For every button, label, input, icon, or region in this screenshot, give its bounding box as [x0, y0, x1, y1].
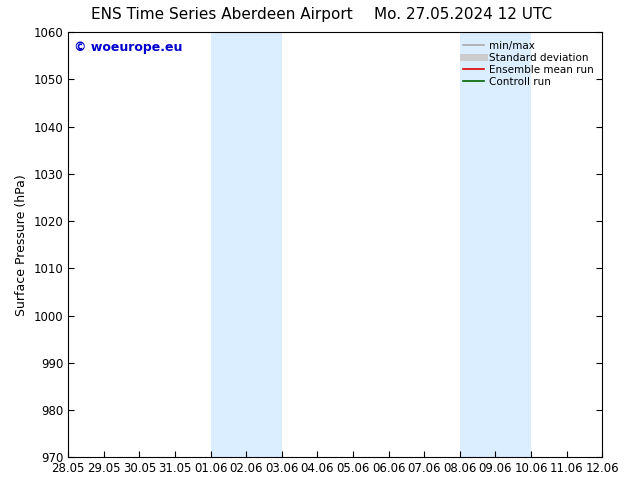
- Text: © woeurope.eu: © woeurope.eu: [74, 41, 182, 54]
- Text: ENS Time Series Aberdeen Airport: ENS Time Series Aberdeen Airport: [91, 7, 353, 23]
- Bar: [460, 32, 531, 457]
- Bar: [210, 32, 281, 457]
- Text: Mo. 27.05.2024 12 UTC: Mo. 27.05.2024 12 UTC: [374, 7, 552, 23]
- Legend: min/max, Standard deviation, Ensemble mean run, Controll run: min/max, Standard deviation, Ensemble me…: [460, 37, 597, 90]
- Y-axis label: Surface Pressure (hPa): Surface Pressure (hPa): [15, 174, 28, 316]
